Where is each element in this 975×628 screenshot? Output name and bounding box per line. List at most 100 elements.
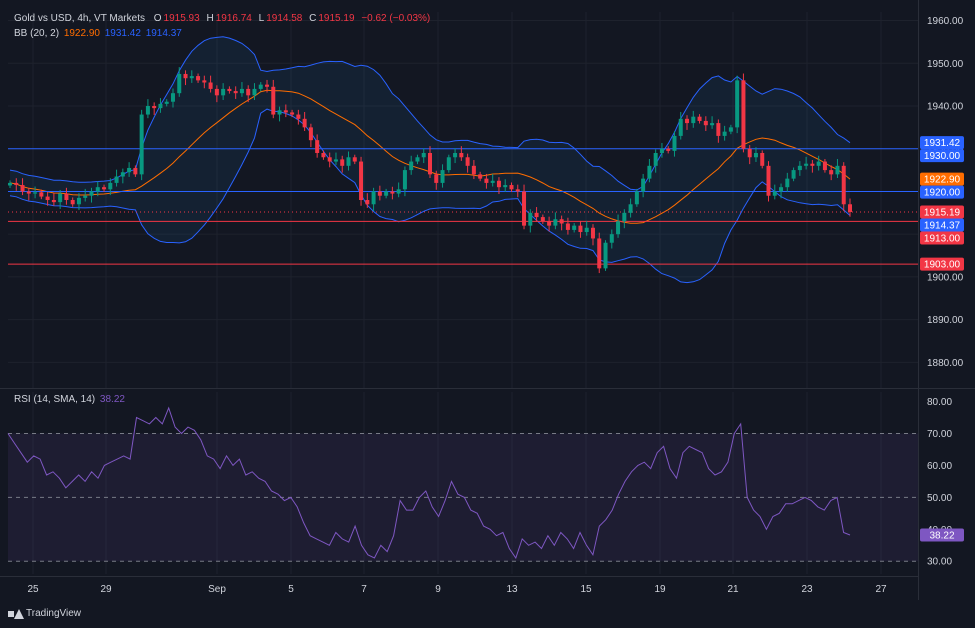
candle-body — [697, 116, 702, 121]
rsi-axis-tick: 30.00 — [927, 557, 952, 568]
candle-body — [741, 80, 746, 149]
candle — [609, 229, 614, 249]
candle — [402, 166, 407, 197]
tradingview-logo[interactable]: TradingView — [8, 608, 81, 619]
candle-body — [590, 227, 595, 239]
candle-body — [622, 212, 627, 222]
time-axis-label: 5 — [288, 584, 294, 595]
candle — [95, 181, 100, 197]
candle — [528, 209, 533, 233]
candle-body — [8, 182, 12, 186]
time-axis-label: 25 — [27, 584, 39, 595]
candle-body — [384, 191, 389, 196]
time-axis-label: 7 — [361, 584, 367, 595]
candle-body — [478, 174, 483, 179]
candle — [333, 152, 338, 166]
candle-body — [804, 163, 809, 166]
candle — [221, 83, 226, 101]
candle-body — [233, 91, 238, 94]
candle-body — [340, 159, 345, 166]
price-badge-bg — [920, 218, 964, 232]
candle-body — [484, 178, 489, 183]
candle-body — [647, 165, 652, 179]
candle-body — [816, 161, 821, 166]
candle-body — [509, 185, 514, 190]
candle — [785, 172, 790, 192]
candle-body — [277, 110, 282, 115]
candle-body — [183, 73, 188, 79]
candle — [340, 155, 345, 173]
candle-body — [271, 86, 276, 115]
candle — [641, 173, 646, 198]
candle-body — [616, 221, 621, 235]
candle-body — [290, 112, 295, 115]
candle — [196, 73, 201, 83]
candle — [779, 183, 784, 199]
candle-body — [359, 161, 364, 200]
candle — [822, 158, 827, 173]
candle — [672, 131, 677, 157]
candle-body — [465, 157, 470, 166]
candle — [390, 186, 395, 200]
candle-body — [315, 140, 320, 153]
ohlc-high: H 1916.74 — [206, 13, 252, 24]
candle — [152, 102, 157, 115]
candle — [321, 150, 326, 160]
candle-body — [766, 165, 771, 196]
candle — [559, 215, 564, 231]
price-badge-label: 1920.00 — [924, 188, 961, 199]
candle-body — [170, 93, 175, 102]
candle-body — [252, 88, 257, 96]
candle — [409, 155, 414, 175]
candle — [747, 145, 752, 165]
candle — [565, 217, 570, 235]
candle — [64, 187, 69, 205]
candle — [102, 184, 107, 192]
rsi-axis-tick: 50.00 — [927, 493, 952, 504]
candle-body — [39, 192, 44, 197]
candle-body — [246, 88, 251, 96]
rsi-value-badge: 38.22 — [920, 528, 964, 542]
price-change: −0.62 (−0.03%) — [361, 13, 431, 24]
candle — [14, 178, 19, 191]
candle-body — [678, 118, 683, 136]
candle-body — [20, 185, 25, 192]
candle — [271, 79, 276, 119]
candle-body — [26, 191, 31, 194]
candle-body — [346, 157, 351, 166]
candle — [848, 198, 852, 217]
candle — [45, 191, 50, 206]
candle — [766, 161, 771, 202]
candle-body — [102, 187, 107, 190]
candle-body — [728, 127, 733, 132]
candle-body — [152, 106, 157, 109]
candle-body — [365, 200, 370, 205]
candle-body — [396, 189, 401, 194]
price-badge-label: 1930.00 — [924, 151, 961, 162]
candle — [377, 185, 382, 201]
candle-body — [409, 161, 414, 171]
candle-body — [528, 212, 533, 226]
candle-body — [716, 123, 721, 136]
candle — [214, 85, 219, 103]
price-badge: 1920.00 — [920, 185, 964, 199]
candle — [791, 167, 796, 182]
candle — [584, 220, 589, 236]
candle-body — [428, 153, 432, 175]
candle — [83, 188, 88, 202]
candle-body — [327, 157, 332, 162]
candle — [290, 109, 295, 118]
candle — [753, 147, 758, 162]
candle-body — [691, 116, 696, 124]
candle-body — [829, 170, 834, 175]
candle-body — [609, 234, 614, 243]
candle-body — [45, 196, 50, 200]
candle-body — [51, 200, 56, 203]
bb-upper-value: 1931.42 — [104, 28, 141, 39]
price-badge-label: 1931.42 — [924, 138, 961, 149]
candle — [578, 220, 583, 238]
candle — [384, 188, 389, 199]
candle-body — [352, 157, 357, 162]
